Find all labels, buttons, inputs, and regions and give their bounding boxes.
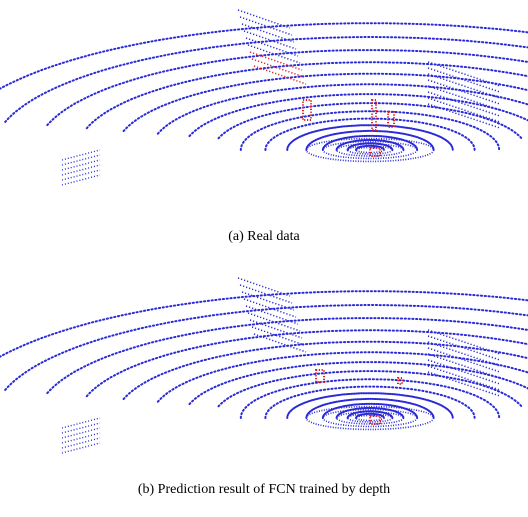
building-scan [428, 80, 500, 104]
building-scan [428, 336, 500, 360]
scan-ring [87, 330, 528, 396]
page: (a) Real data (b) Prediction result of F… [0, 0, 528, 517]
clutter-scan [62, 443, 100, 453]
clutter-scan [62, 438, 100, 448]
clutter-scan [62, 155, 100, 165]
building-scan [428, 342, 500, 366]
clutter-scan [62, 423, 100, 433]
scan-ring [5, 305, 528, 390]
object-points [316, 370, 324, 382]
figure: (a) Real data (b) Prediction result of F… [0, 0, 528, 517]
clutter-scan [62, 150, 100, 160]
scan-ring [87, 62, 528, 128]
clutter-scan [62, 160, 100, 170]
scan-ring [219, 371, 522, 406]
scan-ring [5, 37, 528, 122]
building-scan [428, 348, 500, 372]
point-cloud-panel [0, 10, 528, 185]
clutter-scan [62, 418, 100, 428]
point-cloud-panel [0, 278, 528, 453]
scan-ring [0, 23, 528, 118]
clutter-scan [62, 175, 100, 185]
clutter-scan [62, 170, 100, 180]
building-scan [428, 68, 500, 92]
clutter-scan [62, 428, 100, 438]
clutter-scan [62, 433, 100, 443]
scan-ring [0, 291, 528, 386]
clutter-scan [62, 165, 100, 175]
building-scan [428, 74, 500, 98]
caption: (b) Prediction result of FCN trained by … [138, 482, 390, 497]
caption: (a) Real data [228, 229, 300, 244]
scan-ring [219, 103, 522, 138]
